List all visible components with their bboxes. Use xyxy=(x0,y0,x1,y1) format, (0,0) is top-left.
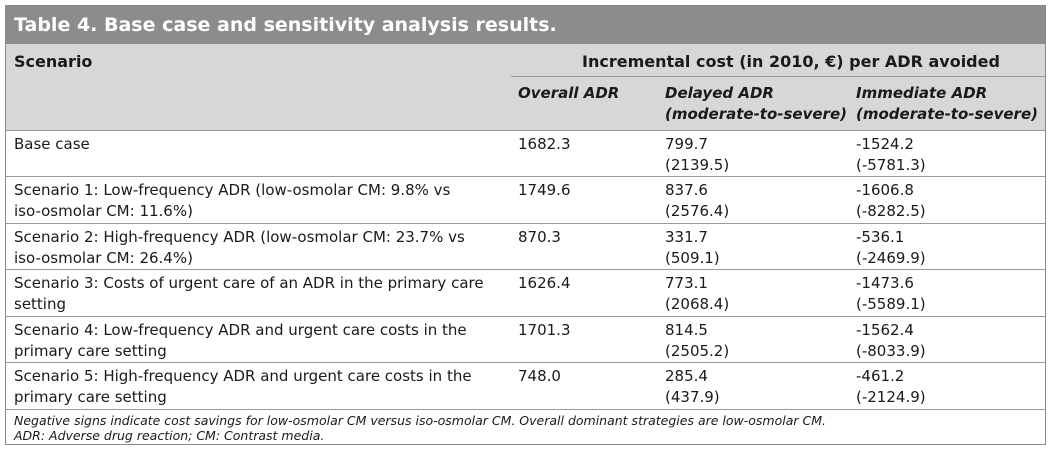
header-group: Incremental cost (in 2010, €) per ADR av… xyxy=(582,52,1000,71)
row-overall: 1701.3 xyxy=(518,321,571,339)
row-immediate: -1473.6 xyxy=(856,274,914,292)
row-delayed: 799.7 xyxy=(665,135,708,153)
row-scenario: Base case xyxy=(14,135,90,153)
header-immediate-1: Immediate ADR xyxy=(856,84,988,102)
footnote-1: Negative signs indicate cost savings for… xyxy=(14,413,826,428)
header-delayed-2: (moderate-to-severe) xyxy=(665,105,847,123)
row-delayed-paren: (2068.4) xyxy=(665,295,730,313)
row-delayed-paren: (2139.5) xyxy=(665,156,730,174)
row-immediate: -1562.4 xyxy=(856,321,914,339)
row-delayed-paren: (509.1) xyxy=(665,249,720,267)
row-overall: 1749.6 xyxy=(518,181,571,199)
row-scenario: Scenario 1: Low-frequency ADR (low-osmol… xyxy=(14,181,451,199)
row-immediate: -1606.8 xyxy=(856,181,914,199)
header-immediate-2: (moderate-to-severe) xyxy=(856,105,1038,123)
table-title: Table 4. Base case and sensitivity analy… xyxy=(6,6,1045,44)
row-scenario: Scenario 5: High-frequency ADR and urgen… xyxy=(14,367,472,385)
row-scenario-cont: primary care setting xyxy=(14,388,167,406)
row-divider xyxy=(6,223,1045,224)
row-immediate-paren: (-5781.3) xyxy=(856,156,926,174)
row-immediate-paren: (-2469.9) xyxy=(856,249,926,267)
row-scenario: Scenario 3: Costs of urgent care of an A… xyxy=(14,274,484,292)
row-divider xyxy=(6,176,1045,177)
row-delayed: 331.7 xyxy=(665,228,708,246)
header-overall: Overall ADR xyxy=(518,84,620,102)
row-overall: 748.0 xyxy=(518,367,561,385)
row-delayed-paren: (2505.2) xyxy=(665,342,730,360)
row-immediate: -461.2 xyxy=(856,367,905,385)
row-divider xyxy=(6,362,1045,363)
row-delayed: 814.5 xyxy=(665,321,708,339)
header-delayed-1: Delayed ADR xyxy=(665,84,774,102)
header-scenario: Scenario xyxy=(14,52,93,71)
row-overall: 1682.3 xyxy=(518,135,571,153)
row-scenario-cont: primary care setting xyxy=(14,342,167,360)
row-delayed: 773.1 xyxy=(665,274,708,292)
row-delayed-paren: (437.9) xyxy=(665,388,720,406)
row-delayed-paren: (2576.4) xyxy=(665,202,730,220)
row-scenario: Scenario 2: High-frequency ADR (low-osmo… xyxy=(14,228,465,246)
header-bottom-rule xyxy=(6,130,1045,131)
row-scenario-cont: iso-osmolar CM: 26.4%) xyxy=(14,249,193,267)
row-immediate-paren: (-8282.5) xyxy=(856,202,926,220)
row-overall: 870.3 xyxy=(518,228,561,246)
row-overall: 1626.4 xyxy=(518,274,571,292)
row-scenario: Scenario 4: Low-frequency ADR and urgent… xyxy=(14,321,467,339)
header-divider xyxy=(511,76,1045,77)
row-divider xyxy=(6,316,1045,317)
row-immediate: -1524.2 xyxy=(856,135,914,153)
footnote-2: ADR: Adverse drug reaction; CM: Contrast… xyxy=(14,428,325,443)
notes-divider xyxy=(6,409,1045,410)
row-delayed: 837.6 xyxy=(665,181,708,199)
row-immediate-paren: (-5589.1) xyxy=(856,295,926,313)
row-immediate: -536.1 xyxy=(856,228,905,246)
table-header xyxy=(6,44,1045,130)
table-frame: Table 4. Base case and sensitivity analy… xyxy=(5,5,1046,445)
row-scenario-cont: setting xyxy=(14,295,67,313)
row-delayed: 285.4 xyxy=(665,367,708,385)
row-scenario-cont: iso-osmolar CM: 11.6%) xyxy=(14,202,193,220)
row-immediate-paren: (-2124.9) xyxy=(856,388,926,406)
row-immediate-paren: (-8033.9) xyxy=(856,342,926,360)
row-divider xyxy=(6,269,1045,270)
